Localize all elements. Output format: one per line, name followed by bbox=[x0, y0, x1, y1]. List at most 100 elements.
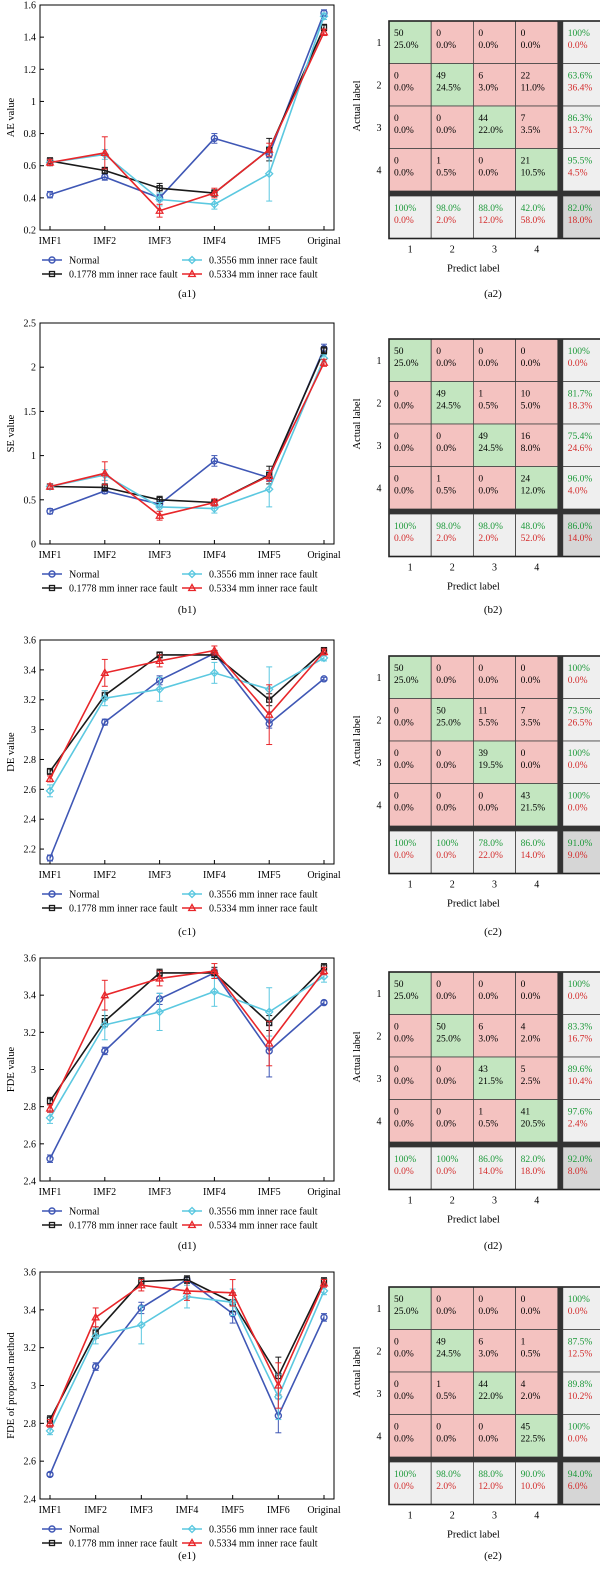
cell-bg bbox=[388, 1146, 432, 1190]
y-tick-label: 3 bbox=[31, 725, 36, 736]
matrix-frame bbox=[388, 655, 600, 875]
matrix-cell: 82.0% 18.0% bbox=[562, 195, 600, 239]
y-axis-label: Actual label bbox=[352, 398, 363, 449]
cell-value: 0 bbox=[521, 29, 526, 39]
cell-percent: 0.0% bbox=[394, 1035, 414, 1045]
cell-value: 100% bbox=[436, 1155, 458, 1165]
matrix-separator bbox=[557, 972, 563, 1190]
matrix-cell: 0 0.0% bbox=[430, 338, 474, 382]
legend-marker bbox=[48, 1525, 56, 1533]
cell-percent: 0.0% bbox=[568, 1307, 588, 1317]
x-tick-label: IMF1 bbox=[39, 550, 62, 561]
cell-bg bbox=[515, 1414, 559, 1458]
row-tick-label: 4 bbox=[377, 1116, 382, 1127]
cell-percent: 0.0% bbox=[394, 1077, 414, 1087]
y-tick-label: 2.4 bbox=[24, 1177, 37, 1188]
cell-bg bbox=[388, 1461, 432, 1505]
matrix-cell: 97.6% 2.4% bbox=[562, 1099, 600, 1143]
cell-bg bbox=[472, 1414, 516, 1458]
cell-bg bbox=[472, 423, 516, 467]
matrix-cell: 45 22.5% bbox=[515, 1414, 559, 1458]
matrix-cell: 1 0.5% bbox=[430, 466, 474, 510]
matrix-cell: 0 0.0% bbox=[515, 1286, 559, 1330]
cell-percent: 0.0% bbox=[568, 761, 588, 771]
cell-bg bbox=[472, 971, 516, 1015]
cell-percent: 0.0% bbox=[436, 1307, 456, 1317]
matrix-cell: 98.0% 2.0% bbox=[430, 513, 474, 557]
matrix-cell: 0 0.0% bbox=[430, 783, 474, 827]
cell-percent: 0.0% bbox=[568, 804, 588, 814]
cell-percent: 0.5% bbox=[478, 1120, 498, 1130]
matrix-cell: 0 0.0% bbox=[430, 740, 474, 784]
cell-value: 88.0% bbox=[478, 1470, 503, 1480]
cell-percent: 4.5% bbox=[568, 169, 588, 179]
matrix-cell: 0 0.0% bbox=[472, 1286, 516, 1330]
cell-value: 0 bbox=[478, 475, 483, 485]
row-tick-label: 2 bbox=[377, 715, 382, 726]
legend-marker bbox=[187, 1524, 197, 1534]
cell-bg bbox=[388, 1414, 432, 1458]
cell-value: 7 bbox=[521, 114, 526, 124]
cell-percent: 10.0% bbox=[521, 1482, 546, 1492]
row-tick-label: 2 bbox=[377, 398, 382, 409]
cell-value: 1 bbox=[478, 1108, 483, 1118]
cell-value: 100% bbox=[394, 204, 416, 214]
matrix-cell: 44 22.0% bbox=[472, 1371, 516, 1415]
cell-value: 45 bbox=[521, 1423, 531, 1433]
matrix-cell: 0 0.0% bbox=[388, 1099, 432, 1143]
cell-bg bbox=[515, 1146, 559, 1190]
cell-bg bbox=[472, 381, 516, 425]
cell-value: 98.0% bbox=[436, 204, 461, 214]
cell-value: 100% bbox=[568, 980, 590, 990]
cell-value: 100% bbox=[394, 839, 416, 849]
cell-bg bbox=[562, 195, 600, 239]
y-tick-label: 1.6 bbox=[24, 1, 37, 12]
panel-caption: (a2) bbox=[484, 288, 502, 300]
cell-value: 100% bbox=[394, 1155, 416, 1165]
matrix-cell: 100% 0.0% bbox=[388, 1461, 432, 1505]
y-axis-label: SE value bbox=[6, 414, 17, 452]
y-tick-label: 3 bbox=[31, 1381, 36, 1392]
matrix-cell: 86.0% 14.0% bbox=[472, 1146, 516, 1190]
legend-label: Normal bbox=[69, 1525, 100, 1536]
y-tick-label: 0.5 bbox=[24, 495, 37, 506]
legend-marker bbox=[48, 1221, 56, 1229]
cell-bg bbox=[430, 1056, 474, 1100]
data-point bbox=[182, 1286, 192, 1295]
cell-percent: 2.0% bbox=[521, 1392, 541, 1402]
cell-value: 1 bbox=[478, 390, 483, 400]
x-tick-label: IMF5 bbox=[258, 1187, 281, 1198]
series-1 bbox=[46, 649, 328, 862]
row-tick-label: 1 bbox=[377, 356, 382, 367]
panel-caption: (b1) bbox=[178, 604, 197, 616]
cell-value: 0 bbox=[436, 980, 441, 990]
data-point bbox=[136, 1280, 146, 1289]
matrix-cell: 75.4% 24.6% bbox=[562, 423, 600, 467]
cell-bg bbox=[472, 195, 516, 239]
row-tick-label: 4 bbox=[377, 800, 382, 811]
cell-value: 1 bbox=[436, 157, 441, 167]
cell-value: 89.6% bbox=[568, 1065, 593, 1075]
col-tick-label: 1 bbox=[408, 563, 413, 574]
cell-value: 91.0% bbox=[568, 839, 593, 849]
x-axis-label: Predict label bbox=[447, 582, 500, 593]
cell-percent: 22.5% bbox=[521, 1435, 546, 1445]
row-tick-label: 4 bbox=[377, 1431, 382, 1442]
col-tick-label: 3 bbox=[492, 245, 497, 256]
cell-bg bbox=[388, 148, 432, 192]
cell-percent: 0.0% bbox=[436, 804, 456, 814]
col-tick-label: 2 bbox=[450, 1196, 455, 1207]
cell-bg bbox=[430, 381, 474, 425]
cell-bg bbox=[472, 830, 516, 874]
panel-caption: (d2) bbox=[484, 1240, 503, 1252]
matrix-cell: 11 5.5% bbox=[472, 698, 516, 742]
cell-value: 94.0% bbox=[568, 1470, 593, 1480]
matrix-cell: 100% 0.0% bbox=[388, 195, 432, 239]
y-axis-label: Actual label bbox=[352, 715, 363, 766]
cell-percent: 0.0% bbox=[394, 1392, 414, 1402]
matrix-cell: 10 5.0% bbox=[515, 381, 559, 425]
cell-percent: 22.0% bbox=[478, 851, 503, 861]
matrix-cell: 16 8.0% bbox=[515, 423, 559, 467]
legend-label: 0.1778 mm inner race fault bbox=[69, 584, 178, 595]
matrix-cell: 94.0% 6.0% bbox=[562, 1461, 600, 1505]
